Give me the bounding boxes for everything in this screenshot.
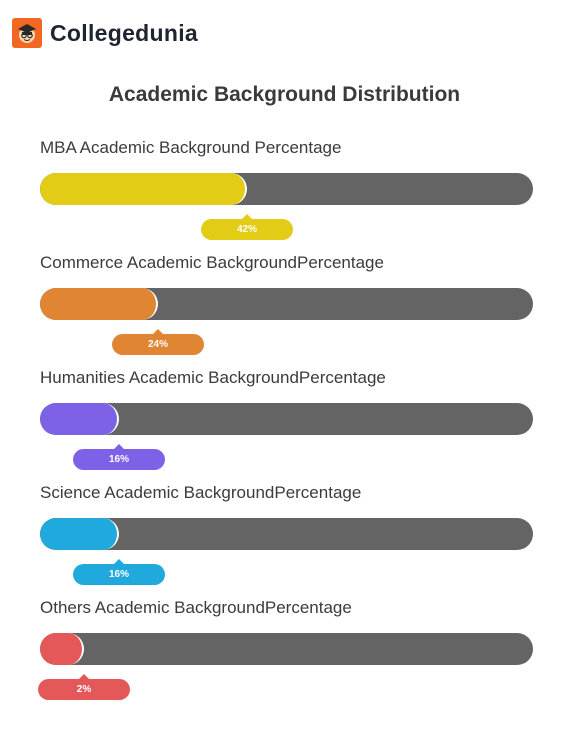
- category-label: MBA Academic Background Percentage: [40, 138, 342, 157]
- category-label: Science Academic BackgroundPercentage: [40, 483, 362, 502]
- bar-fill: [40, 403, 119, 435]
- value-label: 2%: [38, 674, 130, 700]
- value-label: 42%: [201, 214, 293, 240]
- bar-track: [40, 518, 533, 550]
- value-label-pointer: [79, 674, 89, 679]
- value-label-text: 24%: [147, 339, 168, 350]
- value-label-pointer: [153, 329, 163, 334]
- value-label-text: 16%: [108, 454, 129, 465]
- bar-track: [40, 173, 533, 205]
- bar-fill: [40, 633, 84, 665]
- value-label: 24%: [112, 329, 204, 355]
- value-label-pointer: [242, 214, 252, 219]
- bar-track: [40, 403, 533, 435]
- value-label-pointer: [114, 444, 124, 449]
- brand-header: Collegedunia: [12, 16, 198, 50]
- bar-track: [40, 633, 533, 665]
- bar-fill: [40, 173, 247, 205]
- category-label: Commerce Academic BackgroundPercentage: [40, 253, 384, 272]
- bar-track: [40, 288, 533, 320]
- student-face-logo-icon: [12, 18, 42, 48]
- bar-fill: [40, 288, 158, 320]
- category-label: Others Academic BackgroundPercentage: [40, 598, 352, 617]
- value-label-text: 42%: [236, 224, 257, 235]
- bar-fill: [40, 518, 119, 550]
- value-label: 16%: [73, 559, 165, 585]
- category-label: Humanities Academic BackgroundPercentage: [40, 368, 386, 387]
- value-label-text: 2%: [76, 684, 92, 695]
- brand-name: Collegedunia: [50, 19, 199, 46]
- value-label-pointer: [114, 559, 124, 564]
- value-label: 16%: [73, 444, 165, 470]
- chart-title: Academic Background Distribution: [108, 83, 461, 106]
- value-label-text: 16%: [108, 569, 129, 580]
